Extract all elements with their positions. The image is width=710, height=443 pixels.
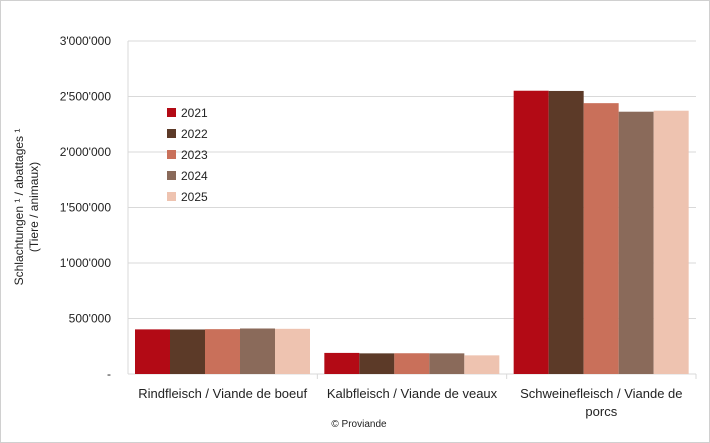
legend-swatch-2022	[167, 129, 176, 138]
bar-2023-1	[394, 353, 430, 374]
y-tick-label: 2'500'000	[60, 90, 112, 104]
legend-swatch-2021	[167, 108, 176, 117]
bar-2021-0	[135, 329, 170, 374]
bar-2024-2	[618, 111, 654, 374]
source-note: © Proviande	[331, 419, 387, 430]
legend-swatch-2023	[167, 150, 176, 159]
bar-2024-0	[240, 328, 275, 374]
legend-swatch-2024	[167, 171, 176, 180]
bar-2025-0	[275, 328, 310, 374]
y-tick-label: 500'000	[69, 312, 112, 326]
x-tick-label: Rindfleisch / Viande de boeuf	[138, 386, 307, 401]
y-tick-label: 1'000'000	[60, 256, 112, 270]
bar-2022-0	[170, 329, 205, 374]
y-axis-title: Schlachtungen ¹ / abattages ¹	[12, 129, 26, 286]
y-tick-label: 3'000'000	[60, 34, 112, 48]
y-tick-label: 1'500'000	[60, 201, 112, 215]
bar-2021-2	[513, 90, 549, 374]
legend-label-2023: 2023	[181, 148, 208, 162]
y-tick-label: 2'000'000	[60, 145, 112, 159]
x-tick-label: Kalbfleisch / Viande de veaux	[327, 386, 498, 401]
legend-swatch-2025	[167, 192, 176, 201]
y-axis-subtitle: (Tiere / animaux)	[27, 162, 41, 252]
bar-2025-2	[653, 110, 689, 374]
x-tick-label: Schweinefleisch / Viande de	[520, 386, 682, 401]
x-tick-label: porcs	[585, 404, 617, 419]
legend-label-2025: 2025	[181, 190, 208, 204]
bar-2025-1	[464, 355, 500, 374]
bar-2024-1	[429, 353, 465, 374]
legend-label-2024: 2024	[181, 169, 208, 183]
legend-label-2022: 2022	[181, 127, 208, 141]
bar-2023-0	[205, 329, 240, 374]
bar-2022-2	[548, 90, 584, 374]
bar-2021-1	[324, 352, 360, 374]
legend-label-2021: 2021	[181, 106, 208, 120]
bar-2023-2	[583, 103, 619, 374]
y-tick-label: -	[107, 367, 111, 381]
bar-2022-1	[359, 353, 395, 374]
